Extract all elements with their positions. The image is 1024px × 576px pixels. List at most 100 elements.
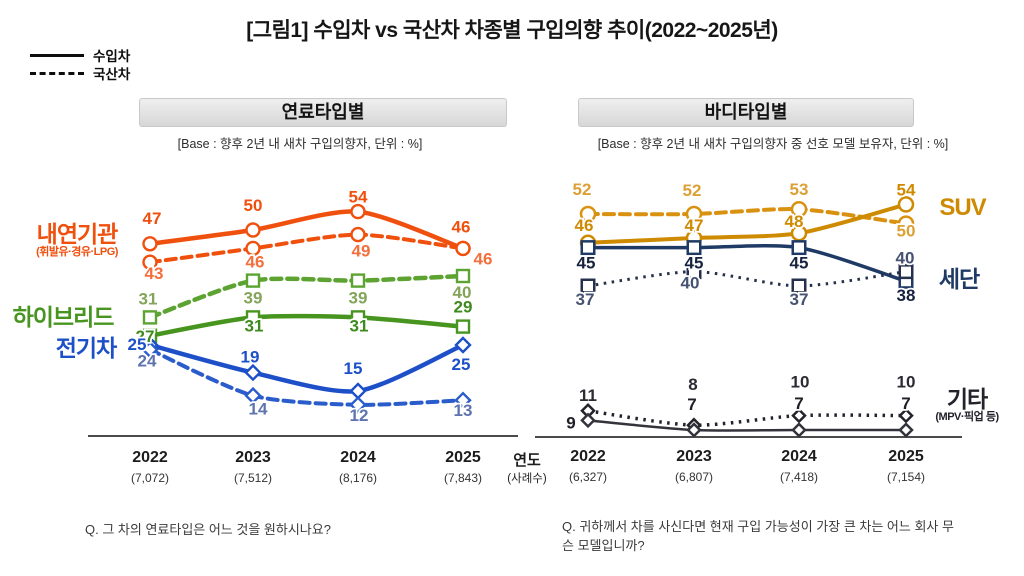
diamond-marker — [454, 391, 472, 409]
square-marker — [898, 264, 914, 280]
value-label: 37 — [790, 290, 809, 309]
body-type-question: Q. 귀하께서 차를 사신다면 현재 구입 가능성이 가장 큰 차는 어느 회사… — [562, 519, 954, 553]
square-marker — [350, 273, 366, 288]
dashed-line-sample — [30, 71, 84, 75]
value-label: 8 — [688, 375, 697, 394]
series-line — [147, 273, 466, 320]
value-label: 39 — [244, 289, 263, 308]
series-line — [587, 270, 907, 288]
value-label: 31 — [245, 316, 264, 335]
diamond-marker — [141, 340, 159, 359]
legend-domestic-row: 국산차 — [30, 64, 130, 82]
value-label: 25 — [128, 335, 147, 354]
value-label: 50 — [244, 196, 263, 215]
fuel-type-base-note: [Base : 향후 2년 내 새차 구입의향자, 단위 : %] — [177, 137, 423, 151]
circle-marker — [455, 240, 471, 257]
square-marker — [245, 310, 261, 325]
diamond-marker — [580, 412, 596, 429]
series-label-suv: SUV — [901, 195, 1024, 220]
series-line — [148, 232, 465, 265]
diamond-marker — [244, 386, 262, 405]
x-tick-year: 2022 — [570, 448, 606, 465]
x-tick-cases: (7,154) — [887, 470, 925, 484]
series-line — [147, 209, 466, 251]
value-label: 9 — [566, 413, 575, 432]
value-label: 14 — [249, 400, 268, 419]
value-label: 46 — [452, 217, 471, 236]
value-label: 52 — [683, 181, 702, 200]
circle-marker — [897, 196, 915, 213]
series-line — [587, 409, 907, 427]
circle-marker — [245, 240, 261, 257]
square-marker — [245, 273, 261, 288]
value-label: 46 — [246, 252, 265, 271]
x-tick-year: 2024 — [781, 448, 817, 465]
value-label: 15 — [344, 359, 363, 378]
series-label-sedan: 세단 — [899, 267, 1019, 291]
series-label-ev: 전기차 — [26, 336, 146, 360]
x-tick-cases: (7,072) — [131, 471, 169, 485]
value-label: 13 — [454, 401, 473, 420]
circle-marker — [350, 226, 366, 243]
x-axis-title: 연도 — [513, 452, 541, 469]
x-tick-year: 2025 — [445, 449, 481, 466]
value-label: 46 — [474, 249, 493, 268]
series-line — [586, 207, 908, 226]
square-marker — [580, 240, 596, 256]
square-marker — [142, 310, 158, 325]
diamond-marker — [898, 407, 914, 424]
value-label: 49 — [352, 242, 371, 261]
value-label: 53 — [790, 180, 809, 199]
value-label: 54 — [897, 180, 916, 199]
diamond-marker — [454, 336, 472, 354]
value-label: 50 — [897, 222, 916, 241]
solid-line-sample — [30, 53, 84, 57]
value-label: 10 — [791, 373, 810, 392]
figure-title: [그림1] 수입차 vs 국산차 차종별 구입의향 추이(2022~2025년) — [246, 19, 778, 42]
square-marker — [686, 240, 702, 256]
circle-marker — [579, 205, 597, 223]
circle-marker — [790, 200, 808, 218]
fuel-type-question: Q. 그 차의 연료타입은 어느 것을 원하시나요? — [85, 522, 331, 537]
series-label-ice-main: 내연기관 — [36, 221, 119, 247]
series-label-sedan-main: 세단 — [938, 266, 980, 292]
value-label: 45 — [790, 254, 809, 273]
value-label: 29 — [454, 298, 473, 317]
x-tick-cases: (6,327) — [569, 470, 607, 484]
diamond-marker — [349, 396, 367, 414]
value-label: 43 — [145, 264, 164, 283]
series-line — [586, 202, 908, 245]
diamond-marker — [791, 422, 807, 438]
diamond-marker — [349, 382, 367, 400]
value-label: 38 — [897, 286, 916, 305]
square-marker — [791, 240, 807, 256]
series-line — [586, 419, 908, 432]
legend-imported-row: 수입차 — [30, 46, 130, 64]
series-label-hybrid-main: 하이브리드 — [12, 304, 115, 330]
value-label: 40 — [681, 274, 700, 293]
value-label: 12 — [350, 406, 369, 425]
square-marker — [455, 268, 471, 284]
value-label: 40 — [453, 283, 472, 302]
body-type-chart: 52 52 53 50 46 47 48 54 45 45 45 38 37 40 37 40 11 8 10 10 9… — [535, 178, 962, 484]
circle-marker — [142, 236, 158, 252]
x-tick-cases: (7,512) — [234, 471, 272, 485]
value-label: 19 — [241, 348, 260, 367]
value-label: 7 — [687, 395, 696, 414]
series-label-ice: 내연기관 (휘발유·경유·LPG) — [14, 222, 140, 259]
value-label: 47 — [143, 209, 162, 228]
square-marker — [350, 310, 366, 325]
x-tick-year: 2023 — [235, 449, 271, 466]
x-tick-year: 2024 — [340, 449, 376, 466]
x-tick-year: 2022 — [132, 449, 168, 466]
legend-domestic-label: 국산차 — [93, 67, 131, 82]
series-label-hybrid: 하이브리드 — [3, 305, 123, 329]
value-label: 7 — [901, 394, 910, 413]
x-tick-year: 2023 — [676, 448, 712, 465]
x-tick-cases: (8,176) — [339, 471, 377, 485]
square-marker — [686, 264, 702, 280]
value-label: 10 — [897, 373, 916, 392]
series-label-ice-sub: (휘발유·경유·LPG) — [36, 246, 118, 259]
series-label-etc: 기타 (MPV·픽업 등) — [910, 387, 1024, 424]
